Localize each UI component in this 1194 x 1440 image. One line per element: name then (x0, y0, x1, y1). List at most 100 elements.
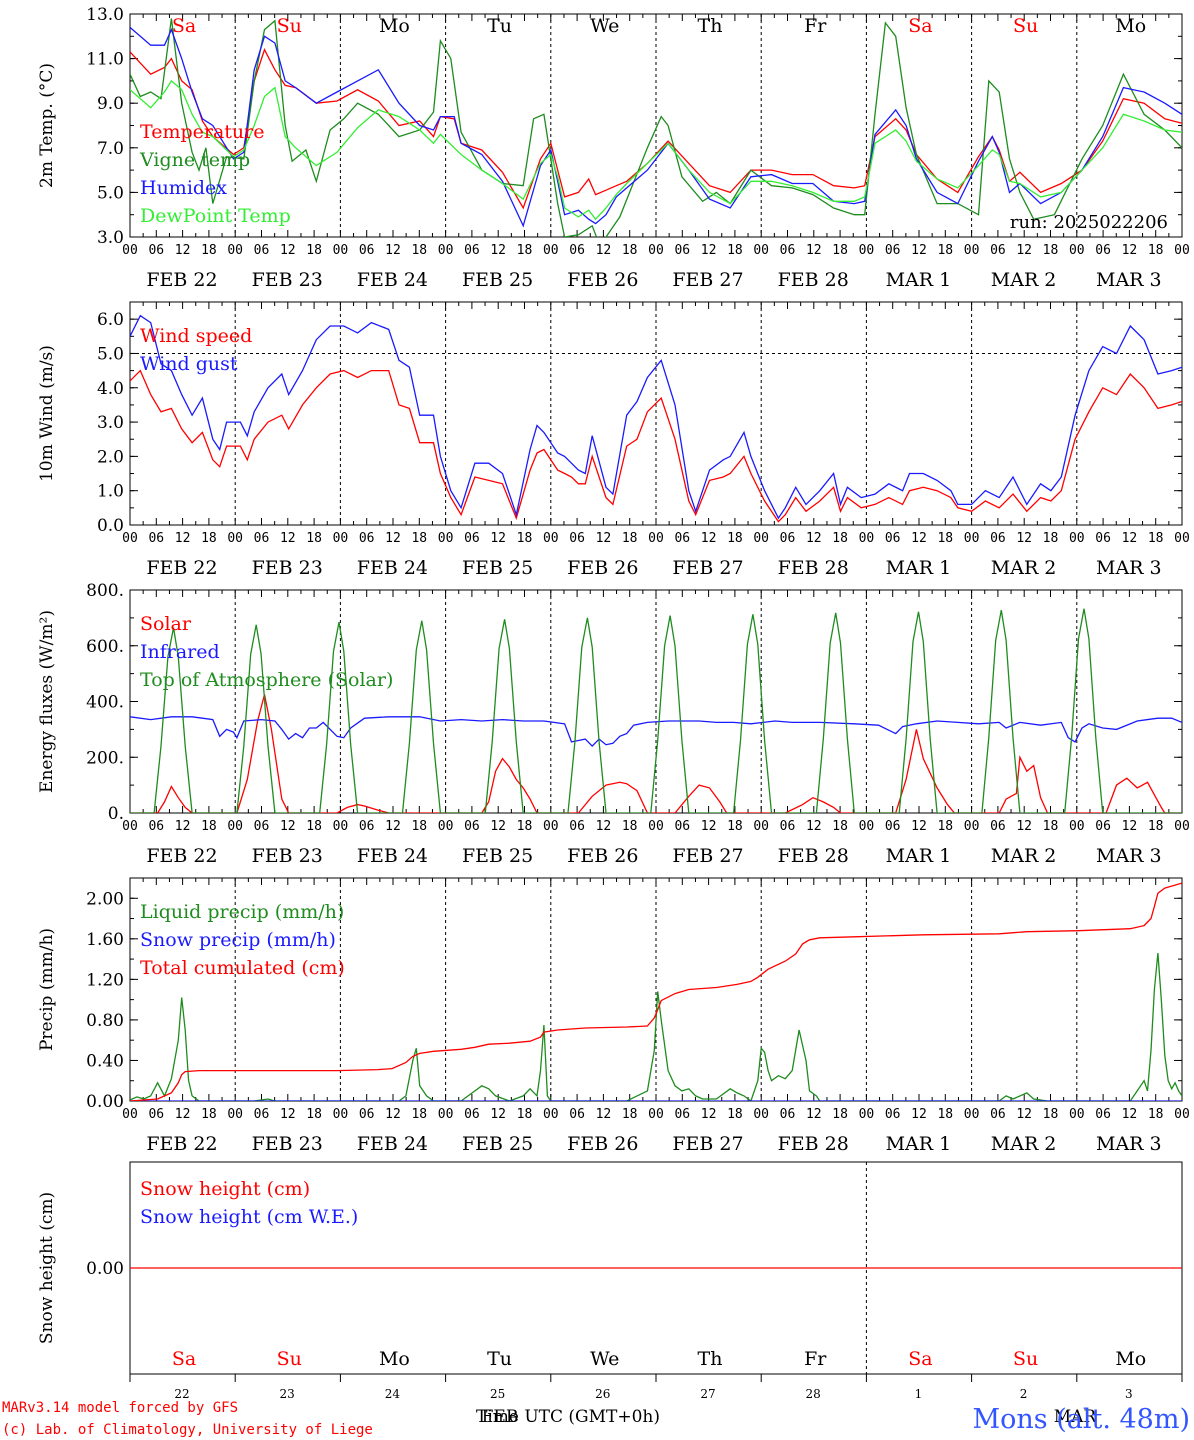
hour-tick-label: 00 (543, 819, 559, 834)
mar-month-overlay: MAR (1054, 1407, 1098, 1427)
hour-tick-label: 00 (964, 243, 980, 258)
hour-tick-label: 00 (753, 819, 769, 834)
legend-entry: Humidex (140, 177, 227, 199)
hour-tick-label: 12 (1016, 1107, 1032, 1122)
hour-tick-label: 12 (806, 243, 822, 258)
hour-tick-label: 12 (806, 531, 822, 546)
panel-4: 0.00 0.40 0.80 1.20 1.60 2.00 Precip (mm/h) 00 0… (37, 877, 1190, 1155)
day-number-label: 25 (490, 1387, 505, 1401)
hour-tick-label: 00 (1069, 531, 1085, 546)
hour-tick-label: 18 (517, 819, 533, 834)
hour-tick-label: 12 (701, 531, 717, 546)
hour-tick-label: 18 (622, 531, 638, 546)
hour-tick-label: 00 (543, 1107, 559, 1122)
weekday-label: Fr (804, 1348, 827, 1370)
series-line (130, 18, 1182, 237)
date-label: FEB 22 (146, 557, 217, 579)
legend-entry: Solar (140, 613, 192, 635)
time-axis-title: Time UTC (GMT+0h) (476, 1407, 660, 1427)
hour-tick-label: 06 (569, 1107, 585, 1122)
hour-tick-label: 12 (596, 243, 612, 258)
hour-tick-label: 06 (359, 243, 375, 258)
hour-tick-label: 18 (201, 819, 217, 834)
y-tick-label: 1.0 (97, 482, 124, 502)
hour-tick-label: 06 (254, 531, 270, 546)
weekday-label: Mo (379, 1348, 410, 1370)
weekday-label: Tu (487, 1348, 512, 1370)
hour-tick-label: 12 (596, 1107, 612, 1122)
date-label: FEB 23 (252, 1133, 323, 1155)
hour-tick-label: 18 (201, 1107, 217, 1122)
date-label: MAR 3 (1096, 845, 1162, 867)
hour-tick-label: 18 (622, 243, 638, 258)
hour-tick-label: 18 (832, 243, 848, 258)
y-axis-title: 2m Temp. (°C) (37, 63, 57, 188)
hour-tick-label: 00 (543, 531, 559, 546)
hour-tick-label: 18 (201, 531, 217, 546)
day-number-label: 28 (806, 1387, 821, 1401)
weekday-label: Mo (379, 15, 410, 37)
series-line (130, 952, 1182, 1101)
day-number-label: 24 (385, 1387, 401, 1401)
hour-tick-label: 00 (859, 1107, 875, 1122)
hour-tick-label: 18 (832, 1107, 848, 1122)
hour-tick-label: 12 (385, 1107, 401, 1122)
hour-tick-label: 18 (517, 1107, 533, 1122)
weekday-label: Sa (908, 1348, 932, 1370)
hour-tick-label: 06 (674, 243, 690, 258)
legend-entry: Vigne temp (139, 149, 250, 171)
date-label: FEB 28 (778, 557, 849, 579)
y-tick-label: 0.00 (86, 1259, 124, 1279)
date-label: FEB 27 (672, 557, 743, 579)
day-number-label: 27 (700, 1387, 715, 1401)
series-line (130, 26, 1182, 228)
weekday-label: Sa (172, 15, 196, 37)
hour-tick-label: 18 (1043, 819, 1059, 834)
y-tick-label: 800. (86, 581, 124, 601)
hour-tick-label: 18 (306, 1107, 322, 1122)
hour-tick-label: 18 (727, 243, 743, 258)
hour-tick-label: 06 (148, 1107, 164, 1122)
y-tick-label: 400. (86, 693, 124, 713)
hour-tick-label: 12 (701, 1107, 717, 1122)
hour-tick-label: 00 (333, 1107, 349, 1122)
legend-entry: Snow precip (mm/h) (140, 929, 336, 951)
hour-tick-label: 00 (859, 531, 875, 546)
run-annotation: run: 2025022206 (1010, 212, 1168, 233)
hour-tick-label: 06 (569, 531, 585, 546)
hour-tick-label: 18 (937, 1107, 953, 1122)
date-label: FEB 22 (146, 1133, 217, 1155)
y-tick-label: 13.0 (86, 5, 124, 25)
hour-tick-label: 18 (1148, 1107, 1164, 1122)
hour-tick-label: 00 (543, 243, 559, 258)
hour-tick-label: 12 (175, 819, 191, 834)
hour-tick-label: 12 (1122, 819, 1138, 834)
hour-tick-label: 06 (254, 819, 270, 834)
day-number-label: 23 (280, 1387, 295, 1401)
day-number-label: 1 (915, 1387, 923, 1401)
hour-tick-label: 12 (280, 1107, 296, 1122)
hour-tick-label: 12 (911, 819, 927, 834)
hour-tick-label: 12 (490, 531, 506, 546)
hour-tick-label: 06 (464, 819, 480, 834)
hour-tick-label: 12 (806, 819, 822, 834)
hour-tick-label: 18 (937, 531, 953, 546)
date-label: FEB 26 (567, 845, 638, 867)
weekday-label: Tu (487, 15, 512, 37)
date-label: MAR 2 (991, 1133, 1057, 1155)
hour-tick-label: 06 (569, 243, 585, 258)
hour-tick-label: 12 (490, 819, 506, 834)
date-label: MAR 3 (1096, 1133, 1162, 1155)
hour-tick-label: 18 (411, 243, 427, 258)
y-tick-label: 0.00 (86, 1092, 124, 1112)
legend-entry: Top of Atmosphere (Solar) (140, 669, 393, 691)
hour-tick-label: 06 (569, 819, 585, 834)
weekday-label: Sa (908, 15, 932, 37)
hour-tick-label: 06 (780, 819, 796, 834)
hour-tick-label: 00 (1174, 531, 1190, 546)
hour-tick-label: 12 (385, 819, 401, 834)
hour-tick-label: 18 (201, 243, 217, 258)
y-tick-label: 3.0 (97, 413, 124, 433)
weekday-label: Mo (1115, 15, 1146, 37)
series-line (130, 369, 1182, 523)
